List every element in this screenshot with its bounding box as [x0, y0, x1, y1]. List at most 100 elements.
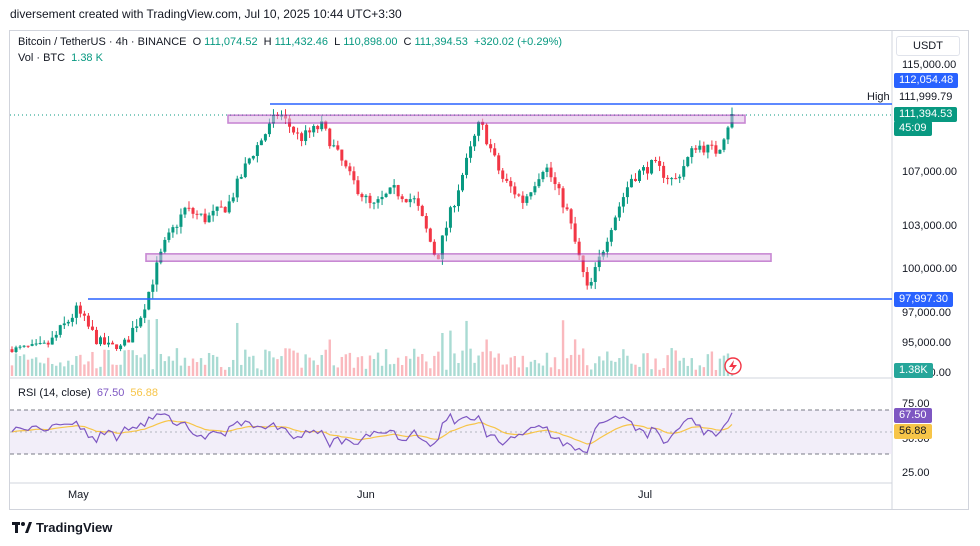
volume-bar	[199, 358, 203, 376]
volume-bar	[248, 356, 251, 376]
volume-bar	[396, 357, 400, 376]
volume-bar	[457, 363, 460, 376]
candle-body	[191, 208, 195, 214]
candle-body	[94, 329, 98, 345]
volume-bar	[590, 369, 593, 376]
volume-bar	[10, 365, 14, 376]
volume-bar	[87, 361, 90, 376]
candle-body	[404, 199, 408, 203]
volume-bar	[352, 367, 356, 376]
candle-body	[646, 167, 650, 174]
candle-body	[66, 321, 70, 324]
candle-body	[328, 128, 332, 147]
volume-bar	[505, 364, 508, 376]
candle-body	[617, 206, 621, 218]
candle-body	[714, 145, 718, 154]
candle-body	[412, 198, 416, 200]
candle-body	[151, 284, 155, 292]
candle-body	[642, 167, 646, 171]
candle-body	[131, 327, 135, 343]
candle-body	[344, 160, 348, 167]
volume-bar	[561, 320, 565, 376]
time-tick: May	[68, 489, 89, 501]
candle-body	[428, 228, 432, 242]
volume-bar	[91, 351, 94, 376]
candle-body	[90, 326, 94, 330]
volume-bar	[328, 339, 331, 376]
candle-body	[529, 192, 533, 197]
volume-bar	[284, 348, 287, 376]
volume-bar	[320, 354, 323, 376]
candle-body	[384, 193, 388, 197]
volume-bar	[364, 368, 368, 376]
price-tick: 97,000.00	[902, 307, 951, 319]
symbol-title[interactable]: Bitcoin / TetherUS · 4h · BINANCE	[18, 36, 187, 48]
candle-body	[424, 215, 428, 229]
volume-bar	[521, 355, 525, 376]
volume-bar	[525, 367, 529, 376]
candle-body	[115, 344, 119, 350]
candle-body	[352, 171, 356, 181]
candle-body	[356, 180, 360, 195]
price-tick: 100,000.00	[902, 263, 958, 275]
volume-bar	[215, 356, 219, 376]
candle-body	[577, 241, 581, 256]
candle-body	[360, 194, 364, 198]
volume-bar	[240, 364, 243, 376]
candle-body	[388, 187, 392, 194]
volume-bar	[223, 369, 227, 376]
volume-bar	[55, 365, 58, 376]
volume-bar	[244, 349, 247, 376]
volume-bar	[666, 355, 669, 376]
volume-bar	[481, 351, 484, 376]
volume-bar	[163, 361, 167, 376]
candle-body	[493, 148, 497, 156]
candle-body	[581, 255, 585, 273]
volume-bar	[626, 355, 629, 376]
rsi-ma-line	[11, 419, 733, 445]
volume-bar	[489, 351, 492, 376]
candle-body	[396, 185, 400, 197]
rsi-label[interactable]: RSI (14, close)	[18, 387, 91, 399]
volume-bar	[207, 352, 211, 376]
currency-button[interactable]: USDT	[896, 36, 960, 56]
candle-body	[456, 190, 460, 207]
candle-body	[565, 207, 569, 210]
rsi-legend: RSI (14, close) 67.50 56.88	[18, 387, 161, 399]
volume-bar	[706, 354, 710, 376]
volume-bar	[654, 358, 657, 376]
candle-body	[46, 342, 50, 345]
volume-bar	[529, 361, 533, 376]
volume-bar	[602, 360, 605, 376]
candle-body	[143, 309, 147, 318]
candle-body	[107, 342, 111, 345]
upper-range-box	[227, 114, 746, 124]
volume-bar	[622, 349, 625, 376]
candle-body	[726, 127, 730, 140]
candle-body	[179, 214, 183, 227]
volume-bar	[111, 364, 114, 376]
volume-bar	[147, 319, 150, 376]
candle-body	[517, 194, 521, 196]
candle-body	[167, 232, 171, 240]
candle-body	[452, 206, 456, 208]
volume-bar	[75, 356, 78, 376]
volume-bar	[429, 368, 432, 376]
volume-bar	[332, 365, 335, 376]
volume-bar	[63, 366, 66, 376]
tradingview-logo[interactable]: TradingView	[12, 520, 112, 535]
candle-body	[573, 223, 577, 242]
candle-body	[147, 291, 151, 310]
close-label: C	[403, 36, 412, 48]
volume-bar	[264, 349, 267, 376]
candle-body	[255, 145, 259, 156]
candle-body	[698, 145, 702, 150]
candle-body	[219, 206, 223, 208]
ohlc-legend: Bitcoin / TetherUS · 4h · BINANCE O 111,0…	[18, 36, 565, 48]
volume-bar	[256, 368, 259, 376]
volume-bar	[445, 369, 448, 376]
candle-body	[10, 349, 14, 352]
candle-body	[119, 345, 123, 350]
volume-bar	[191, 358, 195, 376]
